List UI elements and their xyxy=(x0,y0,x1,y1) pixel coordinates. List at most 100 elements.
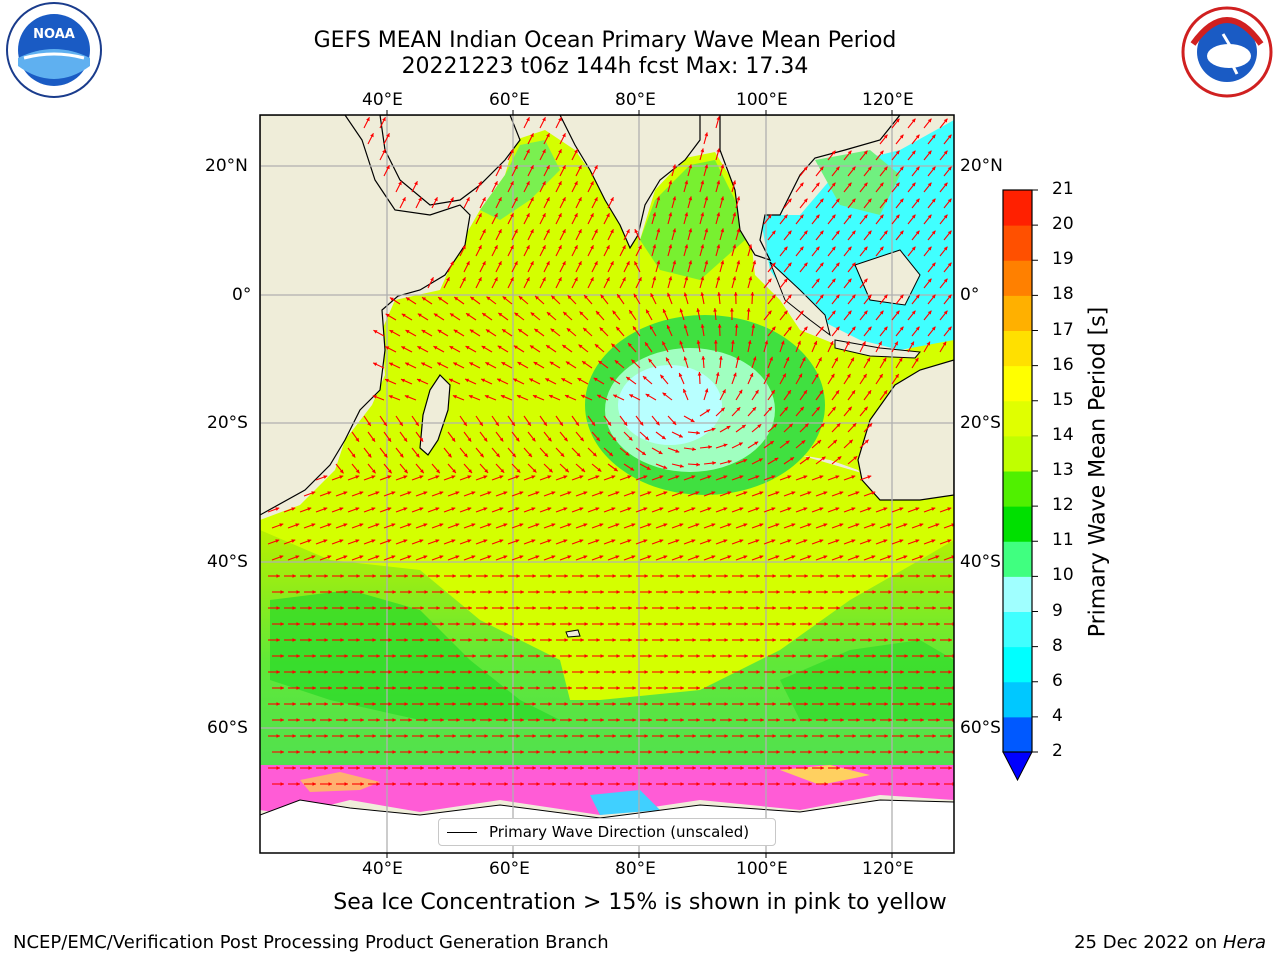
wave-arrow-head xyxy=(756,766,760,770)
wave-arrow-head xyxy=(676,574,680,578)
wave-arrow-head xyxy=(452,766,456,770)
wave-arrow-head xyxy=(328,686,332,690)
wave-arrow-head xyxy=(547,507,552,511)
wave-arrow-head xyxy=(648,590,652,594)
wave-arrow-head xyxy=(387,437,392,442)
wave-arrow-head xyxy=(787,507,792,511)
wave-arrow-head xyxy=(904,750,908,754)
wave-arrow-head xyxy=(514,312,519,317)
wave-arrow-head xyxy=(424,686,428,690)
wave-arrow-head xyxy=(324,670,328,674)
wave-arrow-head xyxy=(437,362,442,366)
wave-arrow-head xyxy=(580,734,584,738)
wave-arrow-head xyxy=(790,457,794,461)
wave-arrow-head xyxy=(594,165,598,170)
wave-arrow-head xyxy=(504,590,508,594)
wave-arrow-head xyxy=(552,590,556,594)
wave-arrow-head xyxy=(372,766,376,770)
wave-arrow-head xyxy=(645,342,649,347)
wave-arrow-head xyxy=(839,491,844,495)
wave-arrow-head xyxy=(678,372,683,377)
wave-arrow-head xyxy=(465,378,470,383)
wave-arrow-head xyxy=(360,590,364,594)
wave-arrow-head xyxy=(520,782,524,786)
wave-arrow-head xyxy=(592,452,597,457)
wave-arrow-head xyxy=(550,328,555,333)
wave-arrow-head xyxy=(943,310,948,315)
wave-arrow-head xyxy=(514,261,518,266)
wave-arrow-head xyxy=(382,149,386,154)
wave-arrow-head xyxy=(631,359,636,364)
wave-arrow-head xyxy=(547,437,552,442)
wave-arrow-head xyxy=(614,360,619,365)
wave-arrow-head xyxy=(767,278,772,283)
wave-arrow-head xyxy=(648,622,652,626)
wave-arrow-head xyxy=(863,246,868,251)
wave-arrow-head xyxy=(740,734,744,738)
wave-arrow-head xyxy=(542,213,546,218)
wave-arrow-head xyxy=(580,670,584,674)
wave-arrow-head xyxy=(792,718,796,722)
wave-arrow-head xyxy=(498,229,502,234)
wave-arrow-head xyxy=(708,606,712,610)
wave-arrow-head xyxy=(708,702,712,706)
wave-arrow-head xyxy=(887,555,892,559)
wave-arrow-head xyxy=(616,718,620,722)
wave-arrow-head xyxy=(767,214,772,219)
wave-arrow-head xyxy=(371,469,376,474)
nws-logo xyxy=(1177,4,1277,100)
wave-arrow-head xyxy=(388,606,392,610)
wave-arrow-head xyxy=(423,491,428,495)
wave-arrow-head xyxy=(324,766,328,770)
wave-arrow-head xyxy=(518,329,523,333)
wave-arrow-head xyxy=(883,326,888,331)
wave-arrow-head xyxy=(824,718,828,722)
wave-arrow-head xyxy=(436,574,440,578)
wave-arrow-head xyxy=(563,539,568,543)
wave-arrow-head xyxy=(888,590,892,594)
wave-arrow-head xyxy=(440,718,444,722)
wave-arrow-head xyxy=(542,181,546,186)
wave-arrow-head xyxy=(911,118,916,123)
wave-arrow-head xyxy=(911,150,916,155)
wave-arrow-head xyxy=(791,523,796,527)
wave-arrow-head xyxy=(852,638,856,642)
wave-arrow-head xyxy=(744,750,748,754)
wave-arrow-head xyxy=(900,734,904,738)
wave-arrow-head xyxy=(947,166,952,171)
wave-arrow-head xyxy=(904,654,908,658)
wave-arrow-head xyxy=(675,475,680,479)
wave-arrow-head xyxy=(899,198,904,203)
wave-arrow-head xyxy=(408,654,412,658)
wave-arrow-head xyxy=(836,734,840,738)
tick-marks xyxy=(386,110,893,858)
wave-arrow-head xyxy=(581,468,586,472)
wave-arrow-head xyxy=(308,638,312,642)
wave-arrow-head xyxy=(503,491,508,495)
wave-arrow-head xyxy=(744,622,748,626)
wave-arrow-head xyxy=(578,229,582,234)
wave-arrow-head xyxy=(730,340,735,344)
wave-arrow-head xyxy=(804,423,809,428)
wave-arrow-head xyxy=(666,357,670,362)
wave-arrow-head xyxy=(863,373,867,378)
wave-arrow-head xyxy=(526,245,530,250)
wave-arrow-head xyxy=(472,782,476,786)
wave-arrow-head xyxy=(724,766,728,770)
wave-arrow-head xyxy=(403,475,408,479)
colorbar-tick-label: 14 xyxy=(1052,424,1074,445)
wave-arrow-head xyxy=(376,718,380,722)
wave-arrow-head xyxy=(739,475,744,479)
wave-arrow-head xyxy=(771,507,776,511)
wave-arrow-head xyxy=(936,686,940,690)
wave-arrow-head xyxy=(612,310,617,315)
wave-arrow-head xyxy=(868,574,872,578)
wave-arrow-head xyxy=(643,475,648,479)
wave-arrow-head xyxy=(920,590,924,594)
colorbar-block xyxy=(1003,646,1032,683)
wave-arrow-head xyxy=(578,261,582,266)
wave-arrow-head xyxy=(407,523,412,527)
wave-arrow-head xyxy=(724,574,728,578)
wave-arrow-head xyxy=(696,590,700,594)
wave-arrow-head xyxy=(831,182,836,187)
